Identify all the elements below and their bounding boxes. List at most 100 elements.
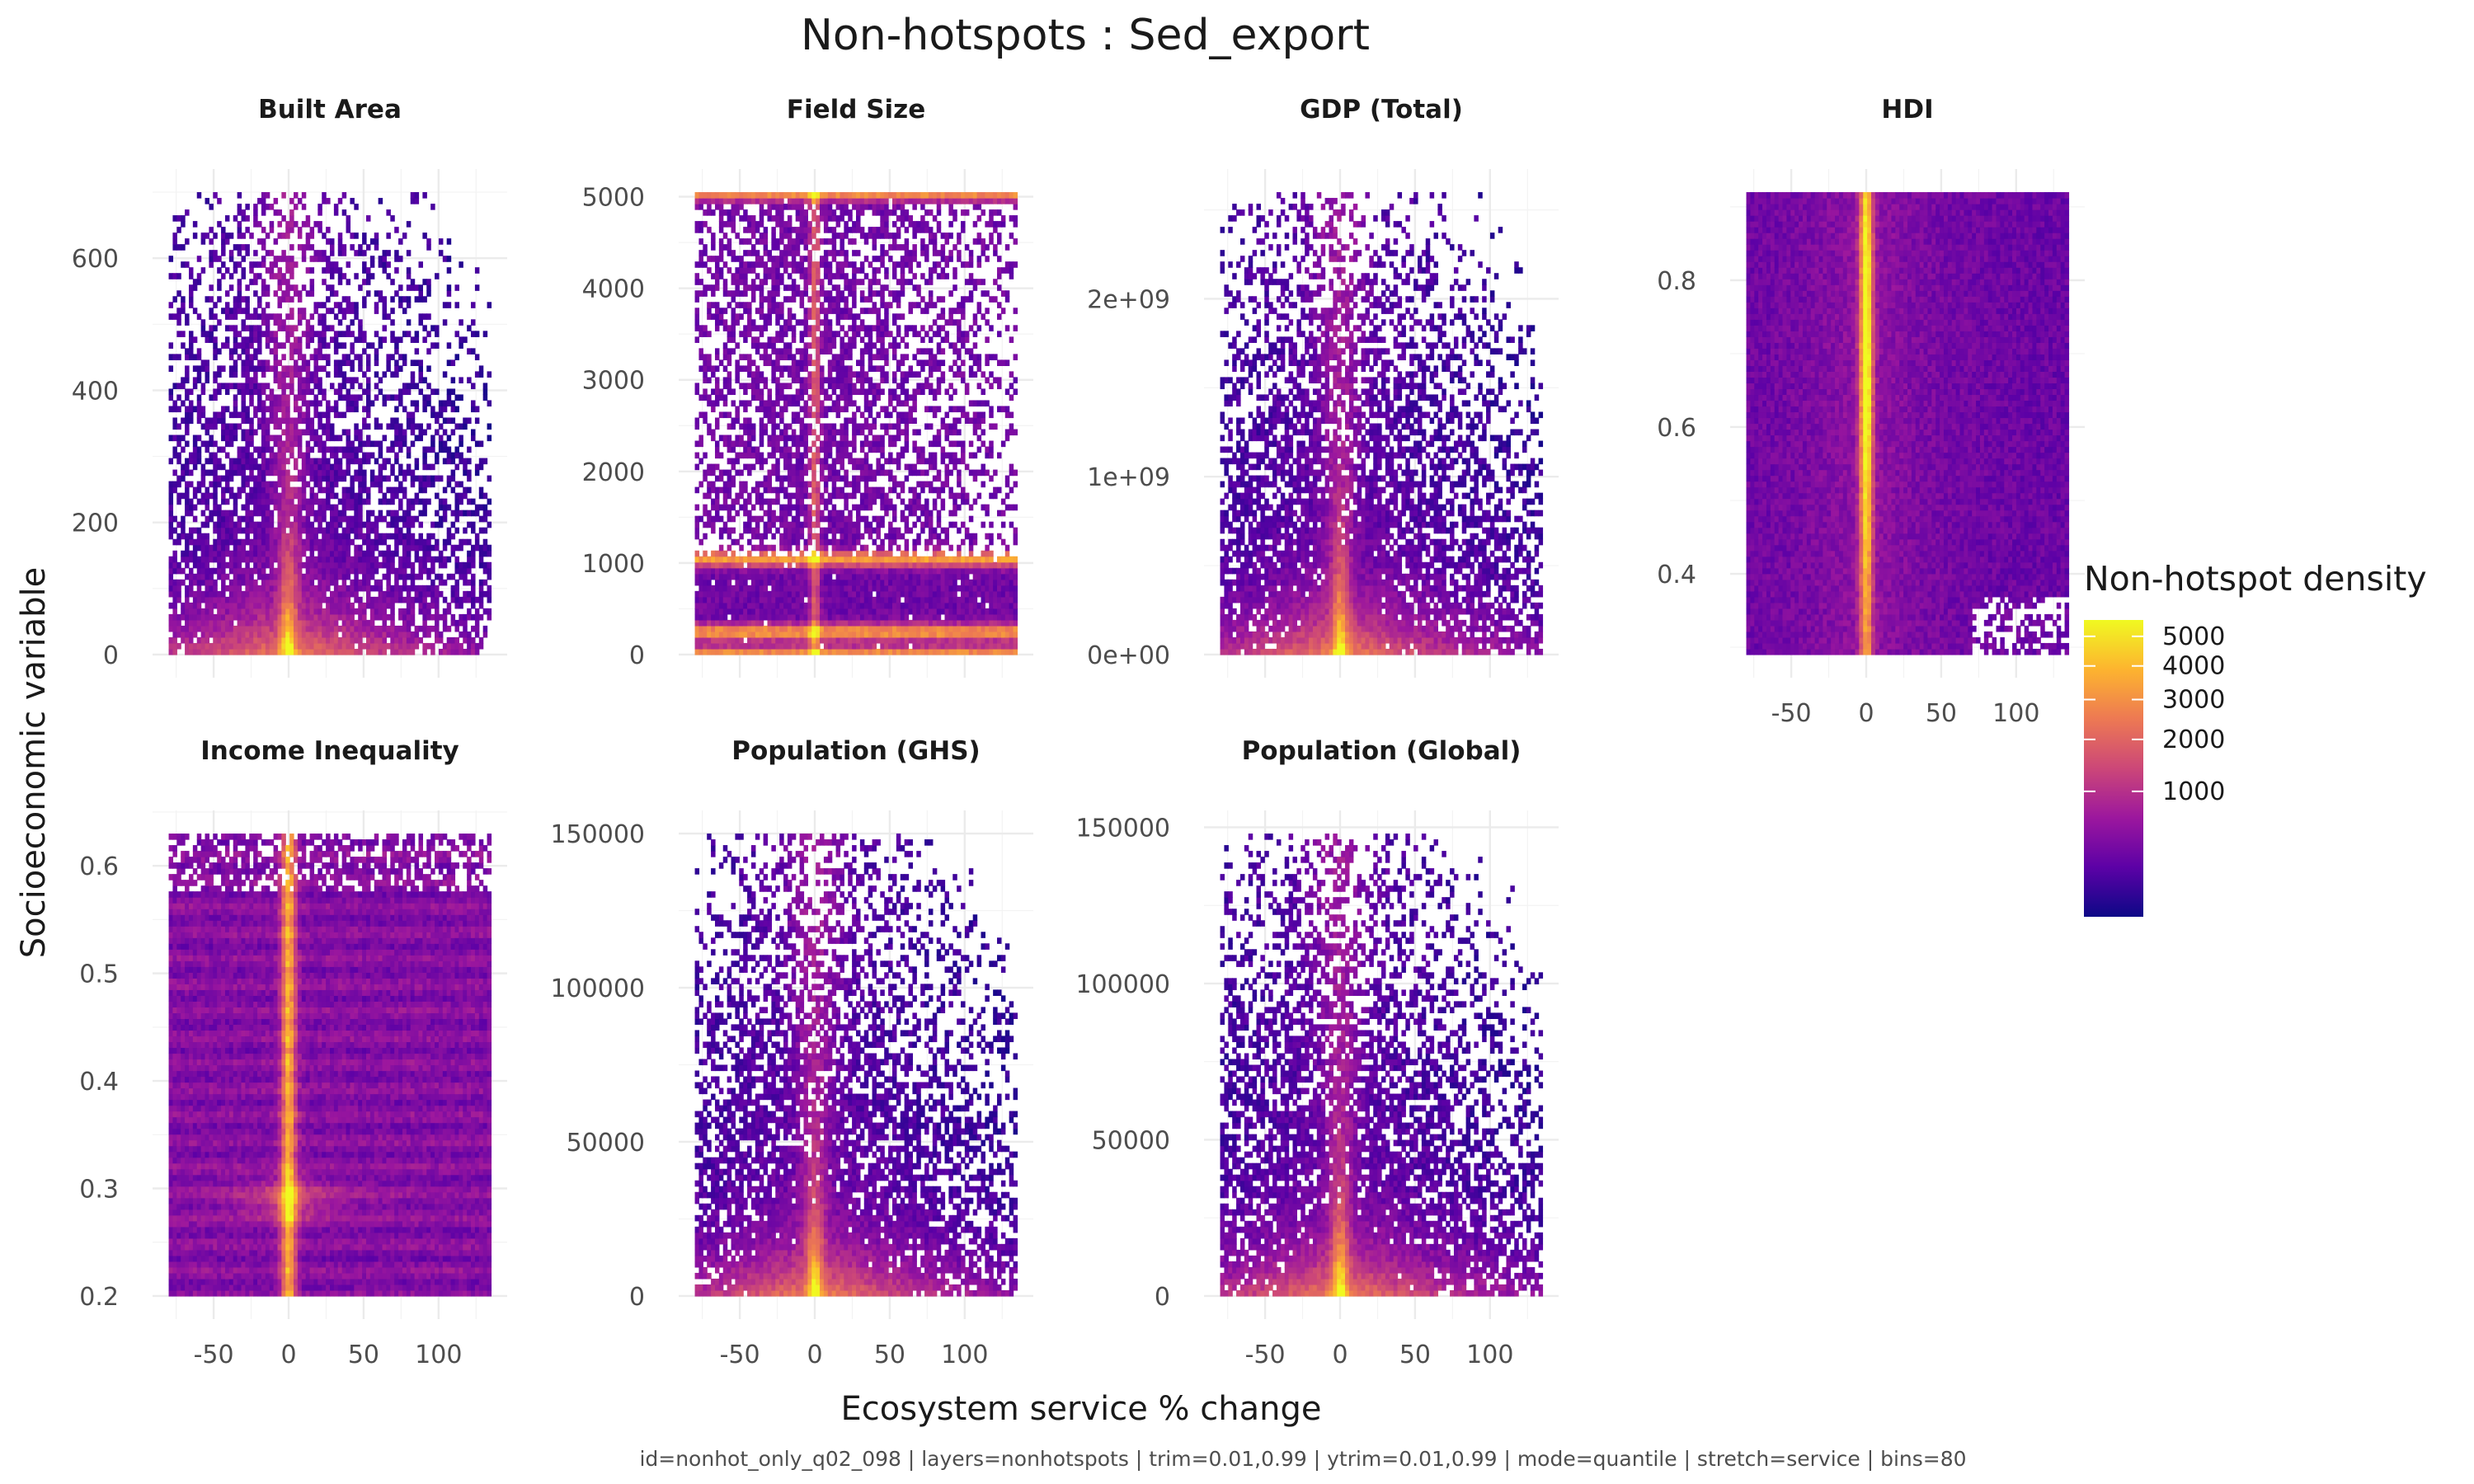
heatmap-tile	[245, 643, 249, 650]
heatmap-tile	[242, 435, 246, 442]
heatmap-tile	[289, 620, 294, 627]
heatmap-tile	[233, 528, 238, 534]
heatmap-tile	[270, 417, 274, 424]
heatmap-tile	[233, 411, 238, 418]
heatmap-tile	[225, 238, 229, 245]
heatmap-tile	[209, 470, 213, 477]
heatmap-tile	[213, 649, 217, 655]
heatmap-tile	[229, 533, 233, 540]
heatmap-tile	[245, 626, 249, 632]
heatmap-tile	[189, 568, 193, 575]
heatmap-tile	[238, 528, 242, 534]
heatmap-tile	[242, 568, 246, 575]
heatmap-tile	[281, 342, 285, 349]
heatmap-tile	[266, 522, 270, 528]
heatmap-tile	[172, 481, 176, 488]
heatmap-tile	[285, 556, 289, 563]
heatmap-tile	[257, 626, 261, 632]
heatmap-tile	[217, 637, 221, 644]
heatmap-tile	[201, 522, 205, 528]
heatmap-tile	[185, 430, 189, 436]
heatmap-tile	[245, 348, 249, 355]
heatmap-tile	[253, 308, 257, 314]
heatmap-tile	[181, 447, 185, 453]
heatmap-tile	[229, 383, 233, 389]
heatmap-tile	[257, 221, 261, 228]
heatmap-tile	[249, 336, 253, 343]
heatmap-tile	[261, 568, 266, 575]
heatmap-tile	[225, 545, 229, 552]
heatmap-tile	[270, 365, 274, 372]
heatmap-tile	[233, 336, 238, 343]
heatmap-tile	[197, 614, 201, 621]
heatmap-tile	[201, 568, 205, 575]
heatmap-tile	[281, 580, 285, 586]
heatmap-tile	[205, 505, 209, 511]
heatmap-tile	[261, 417, 266, 424]
heatmap-tile	[242, 267, 246, 274]
heatmap-tile	[193, 221, 197, 228]
heatmap-tile	[189, 336, 193, 343]
heatmap-tile	[257, 481, 261, 488]
heatmap-tile	[266, 539, 270, 546]
heatmap-tile	[257, 487, 261, 494]
heatmap-tile	[193, 632, 197, 638]
heatmap-tile	[238, 192, 242, 199]
heatmap-tile	[169, 522, 173, 528]
heatmap-tile	[169, 591, 173, 598]
heatmap-tile	[249, 580, 253, 586]
heatmap-tile	[185, 510, 189, 517]
heatmap-tile	[270, 464, 274, 471]
heatmap-tile	[238, 308, 242, 314]
heatmap-tile	[289, 528, 294, 534]
heatmap-tile	[285, 267, 289, 274]
heatmap-tile	[274, 400, 278, 406]
heatmap-tile	[261, 580, 266, 586]
chart-title: Non-hotspots : Sed_export	[801, 11, 1370, 60]
heatmap-tile	[213, 580, 217, 586]
heatmap-tile	[181, 400, 185, 406]
heatmap-tile	[277, 453, 281, 459]
heatmap-tile	[176, 424, 181, 430]
heatmap-tile	[277, 580, 281, 586]
heatmap-tile	[242, 487, 246, 494]
heatmap-tile	[257, 637, 261, 644]
heatmap-tile	[261, 626, 266, 632]
heatmap-tile	[213, 505, 217, 511]
heatmap-tile	[169, 510, 173, 517]
heatmap-tile	[242, 476, 246, 482]
heatmap-tile	[201, 238, 205, 245]
heatmap-tile	[238, 424, 242, 430]
heatmap-tile	[209, 331, 213, 337]
heatmap-tile	[274, 626, 278, 632]
heatmap-tile	[213, 632, 217, 638]
heatmap-tile	[225, 430, 229, 436]
heatmap-tile	[281, 400, 285, 406]
heatmap-tile	[217, 626, 221, 632]
heatmap-tile	[281, 585, 285, 592]
heatmap-tile	[172, 568, 176, 575]
heatmap-tile	[185, 371, 189, 378]
heatmap-tile	[193, 232, 197, 239]
heatmap-tile	[169, 614, 173, 621]
heatmap-tile	[217, 279, 221, 285]
heatmap-tile	[261, 632, 266, 638]
heatmap-tile	[217, 383, 221, 389]
heatmap-tile	[253, 411, 257, 418]
heatmap-tile	[257, 591, 261, 598]
heatmap-tile	[274, 238, 278, 245]
heatmap-tile	[281, 551, 285, 557]
heatmap-tile	[209, 574, 213, 580]
heatmap-tile	[209, 284, 213, 291]
heatmap-tile	[289, 533, 294, 540]
heatmap-tile	[185, 539, 189, 546]
heatmap-tile	[281, 296, 285, 303]
heatmap-tile	[209, 296, 213, 303]
heatmap-tile	[197, 603, 201, 609]
heatmap-tile	[221, 568, 225, 575]
heatmap-tile	[185, 319, 189, 326]
heatmap-tile	[238, 591, 242, 598]
heatmap-tile	[205, 377, 209, 383]
heatmap-tile	[257, 499, 261, 505]
